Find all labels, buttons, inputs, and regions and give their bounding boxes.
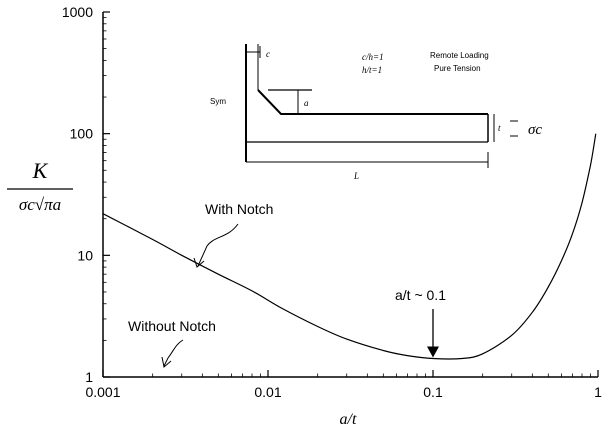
with-notch-label: With Notch [205, 201, 273, 217]
y-tick-label: 100 [70, 126, 94, 142]
inset-param-ch: c/h=1 [362, 52, 384, 62]
with-notch-arrowhead [193, 257, 205, 268]
inset-dim-L: L [353, 171, 359, 181]
x-tick-label: 0.1 [423, 384, 443, 400]
y-tick-label: 10 [77, 247, 93, 263]
inset-diagram: c a t σc L Sym c/h=1 h/t=1 Remote Loadin… [210, 44, 542, 181]
y-axis-label: K σc√πa [7, 158, 73, 214]
min-arrowhead [427, 346, 439, 358]
inset-sym-label: Sym [210, 97, 226, 106]
inset-param-ht: h/t=1 [362, 65, 382, 75]
y-tick-label: 1 [85, 369, 93, 385]
axis-ticks: 0.001 0.01 0.1 1 1 10 100 1000 [62, 4, 602, 400]
inset-loading-1: Remote Loading [430, 51, 489, 60]
without-notch-label: Without Notch [128, 318, 216, 334]
inset-dim-a: a [304, 98, 309, 108]
inset-dim-t: t [498, 123, 501, 133]
y-label-numerator: K [32, 158, 49, 183]
with-notch-arrow [197, 223, 239, 267]
min-label: a/t ~ 0.1 [395, 287, 446, 303]
y-tick-label: 1000 [62, 4, 93, 20]
x-tick-label: 0.01 [254, 384, 281, 400]
without-notch-arrow [163, 339, 184, 367]
y-label-denominator: σc√πa [19, 195, 61, 214]
x-axis-label: a/t [340, 411, 357, 428]
x-tick-label: 0.001 [85, 384, 120, 400]
series-line [102, 133, 597, 360]
x-tick-label: 1 [594, 384, 602, 400]
inset-dim-c: c [266, 49, 270, 59]
inset-loading-2: Pure Tension [434, 64, 481, 73]
inset-stress-label: σc [528, 122, 542, 138]
without-notch-arrowhead [161, 356, 172, 368]
